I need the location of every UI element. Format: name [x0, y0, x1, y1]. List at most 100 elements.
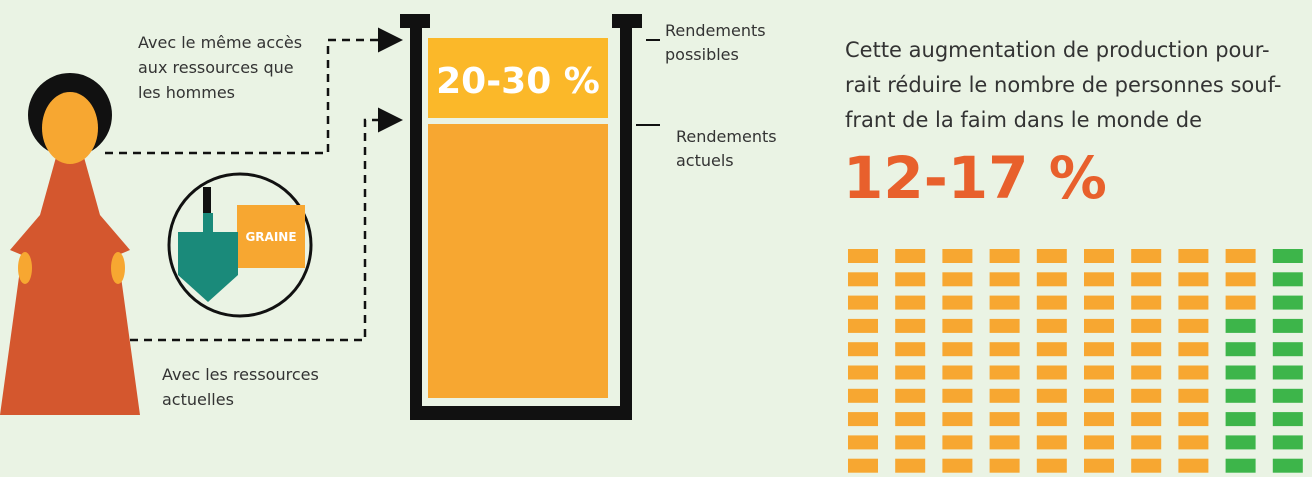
waffle-cell [1273, 342, 1303, 356]
waffle-cell [1178, 342, 1208, 356]
waffle-cell [990, 435, 1020, 449]
waffle-cell [942, 435, 972, 449]
label-line: possibles [665, 45, 739, 64]
waffle-cell [1273, 412, 1303, 426]
waffle-cell [942, 459, 972, 473]
waffle-cell [1131, 459, 1161, 473]
waffle-cell [942, 412, 972, 426]
waffle-cell [990, 272, 1020, 286]
waffle-cell [1131, 435, 1161, 449]
waffle-cell [895, 319, 925, 333]
waffle-cell [1226, 366, 1256, 380]
waffle-cell [1226, 319, 1256, 333]
statement-figure: 12-17 % [843, 144, 1107, 212]
waffle-cell [990, 296, 1020, 310]
waffle-cell [1131, 249, 1161, 263]
waffle-cell [1178, 296, 1208, 310]
label-line: Avec les ressources [162, 365, 319, 384]
label-line: Rendements [665, 21, 766, 40]
label-line: Avec le même accès [138, 33, 302, 52]
waffle-cell [1226, 296, 1256, 310]
waffle-cell [848, 342, 878, 356]
waffle-cell [1226, 435, 1256, 449]
waffle-cell [1226, 249, 1256, 263]
waffle-cell [1037, 272, 1067, 286]
waffle-cell [1131, 319, 1161, 333]
waffle-cell [1273, 389, 1303, 403]
waffle-cell [942, 389, 972, 403]
label-line: Rendements [676, 127, 777, 146]
waffle-cell [1037, 459, 1067, 473]
waffle-cell [1131, 272, 1161, 286]
waffle-cell [1037, 389, 1067, 403]
waffle-cell [848, 249, 878, 263]
waffle-cell [1084, 249, 1114, 263]
waffle-cell [1131, 296, 1161, 310]
waffle-cell [895, 342, 925, 356]
seed-label: GRAINE [245, 230, 296, 244]
waffle-cell [895, 412, 925, 426]
waffle-cell [990, 319, 1020, 333]
waffle-cell [1273, 272, 1303, 286]
waffle-cell [848, 272, 878, 286]
waffle-cell [895, 389, 925, 403]
waffle-cell [942, 249, 972, 263]
waffle-cell [1178, 366, 1208, 380]
waffle-cell [942, 296, 972, 310]
waffle-cell [990, 249, 1020, 263]
statement-line: Cette augmentation de production pour- [845, 38, 1270, 62]
waffle-cell [1084, 412, 1114, 426]
waffle-cell [990, 459, 1020, 473]
waffle-cell [1226, 389, 1256, 403]
waffle-cell [1084, 296, 1114, 310]
waffle-cell [1273, 435, 1303, 449]
waffle-cell [1178, 249, 1208, 263]
label-line: aux ressources que [138, 58, 294, 77]
waffle-cell [895, 272, 925, 286]
waffle-cell [942, 272, 972, 286]
waffle-cell [1037, 412, 1067, 426]
waffle-cell [1273, 319, 1303, 333]
waffle-cell [848, 296, 878, 310]
waffle-cell [1273, 296, 1303, 310]
waffle-cell [895, 296, 925, 310]
waffle-cell [1226, 412, 1256, 426]
label-line: actuelles [162, 390, 234, 409]
waffle-cell [1226, 459, 1256, 473]
waffle-cell [1226, 272, 1256, 286]
waffle-cell [848, 412, 878, 426]
container: 20-30 % [400, 14, 660, 420]
waffle-cell [1178, 435, 1208, 449]
waffle-cell [848, 389, 878, 403]
waffle-cell [1178, 389, 1208, 403]
waffle-cell [848, 459, 878, 473]
waffle-cell [895, 249, 925, 263]
waffle-cell [1084, 389, 1114, 403]
waffle-cell [1273, 366, 1303, 380]
waffle-cell [942, 319, 972, 333]
waffle-cell [1178, 272, 1208, 286]
waffle-cell [1273, 459, 1303, 473]
waffle-cell [1131, 342, 1161, 356]
waffle-cell [1178, 412, 1208, 426]
waffle-cell [848, 319, 878, 333]
label-line: les hommes [138, 83, 235, 102]
waffle-cell [1084, 342, 1114, 356]
label-line: actuels [676, 151, 734, 170]
waffle-cell [1131, 412, 1161, 426]
statement-line: rait réduire le nombre de personnes souf… [845, 73, 1281, 97]
waffle-cell [848, 366, 878, 380]
waffle-cell [1131, 389, 1161, 403]
statement-line: frant de la faim dans le monde de [845, 108, 1202, 132]
waffle-cell [942, 342, 972, 356]
waffle-cell [895, 459, 925, 473]
waffle-cell [1084, 435, 1114, 449]
waffle-cell [942, 366, 972, 380]
waffle-cell [1037, 342, 1067, 356]
waffle-cell [895, 366, 925, 380]
waffle-cell [1084, 459, 1114, 473]
gain-label: 20-30 % [436, 61, 600, 102]
waffle-cell [1178, 459, 1208, 473]
waffle-cell [1037, 249, 1067, 263]
waffle-cell [1037, 435, 1067, 449]
